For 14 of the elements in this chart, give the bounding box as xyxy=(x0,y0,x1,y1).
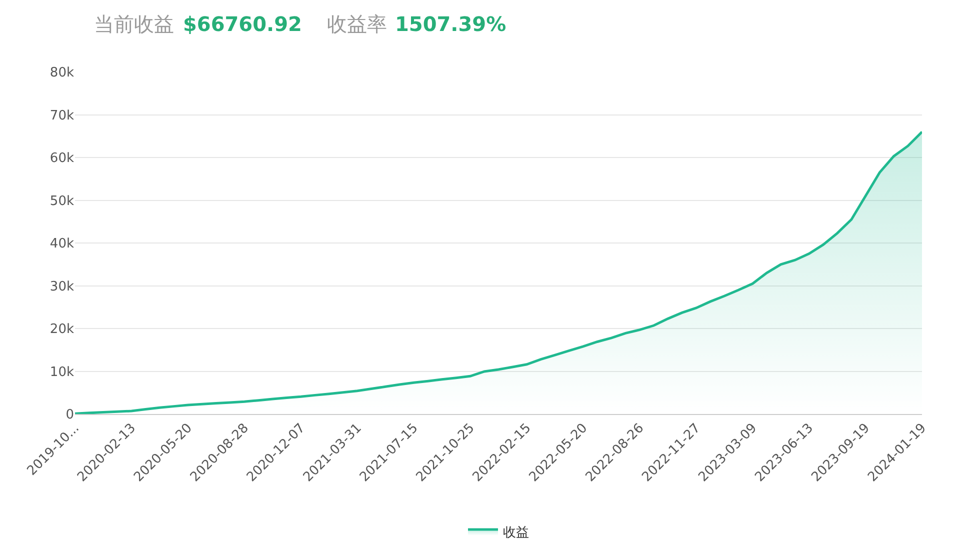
text: 当前收益 xyxy=(94,12,174,36)
text: 收益率 xyxy=(327,12,387,36)
y-tick-label: 30k xyxy=(50,279,74,294)
y-tick-label: 70k xyxy=(50,108,74,124)
y-tick-label: 60k xyxy=(50,151,74,166)
y-tick-label: 10k xyxy=(50,364,74,380)
text: 1507.39% xyxy=(395,12,506,36)
text: $66760.92 xyxy=(183,12,302,36)
y-tick-label: 20k xyxy=(50,322,74,338)
y-tick-label: 50k xyxy=(50,194,74,209)
y-tick-label: 80k xyxy=(50,66,74,81)
y-tick-label: 40k xyxy=(50,236,74,252)
y-tick-label: 0 xyxy=(66,408,74,423)
legend-label: 收益 xyxy=(503,526,529,541)
